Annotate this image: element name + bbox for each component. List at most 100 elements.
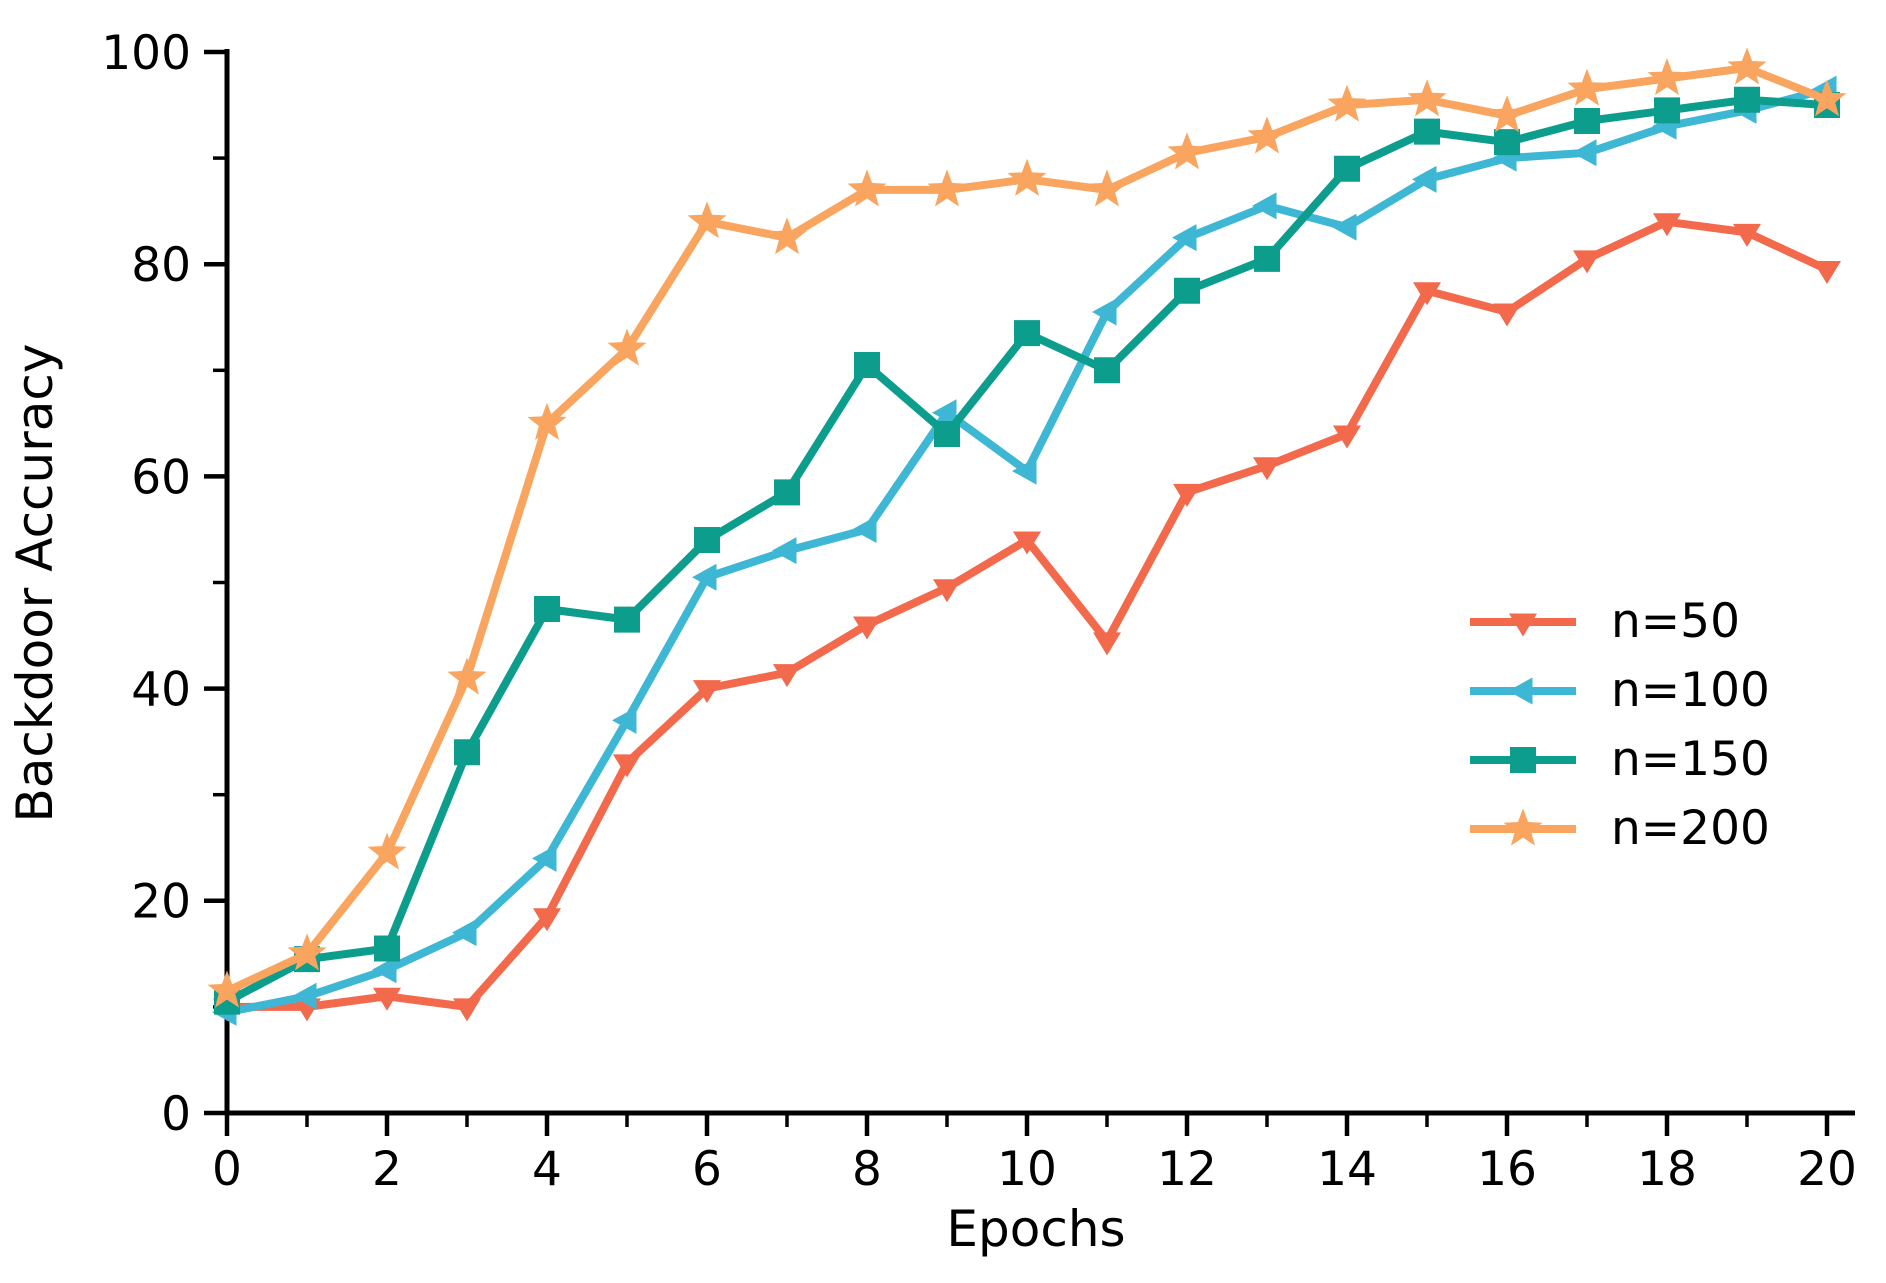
series-marker-n50 bbox=[453, 998, 481, 1022]
x-tick-label: 0 bbox=[212, 1142, 242, 1197]
series-marker-n50 bbox=[773, 664, 801, 688]
series-marker-n200 bbox=[527, 402, 567, 440]
series-marker-n50 bbox=[613, 754, 641, 778]
series-marker-n150 bbox=[774, 479, 800, 506]
series-marker-n50 bbox=[373, 987, 401, 1011]
legend-label-n100: n=100 bbox=[1611, 663, 1770, 718]
series-marker-n200 bbox=[1407, 79, 1447, 117]
y-tick-label: 20 bbox=[131, 875, 191, 930]
series-marker-n50 bbox=[1813, 261, 1841, 285]
series-marker-n150 bbox=[1334, 155, 1360, 182]
legend-marker-glyph bbox=[1508, 677, 1533, 704]
series-marker-n150 bbox=[1254, 245, 1280, 272]
series-marker-n150 bbox=[1414, 118, 1440, 145]
series-marker-n50 bbox=[693, 680, 721, 704]
legend-marker-glyph bbox=[1509, 613, 1537, 636]
y-tick-label: 40 bbox=[131, 663, 191, 718]
series-marker-n150 bbox=[1094, 357, 1120, 384]
series-marker-n150 bbox=[854, 351, 880, 378]
series-marker-n150 bbox=[454, 739, 480, 766]
series-marker-n200 bbox=[1647, 58, 1687, 96]
series-marker-n150 bbox=[1574, 107, 1600, 134]
series-marker-n50 bbox=[1173, 483, 1201, 507]
series-marker-n200 bbox=[287, 933, 327, 971]
x-tick-label: 14 bbox=[1317, 1142, 1377, 1197]
x-tick-label: 18 bbox=[1637, 1142, 1697, 1197]
series-marker-n50 bbox=[1573, 250, 1601, 274]
series-marker-n50 bbox=[1253, 457, 1281, 481]
series-marker-n200 bbox=[847, 169, 887, 207]
series-marker-n100 bbox=[1172, 224, 1197, 252]
legend-label-n50: n=50 bbox=[1611, 594, 1740, 649]
legend: n=50 n=100 n=150 n=200 bbox=[1470, 587, 1770, 863]
series-marker-n100 bbox=[932, 399, 957, 427]
series-marker-n150 bbox=[534, 596, 560, 623]
series-marker-n100 bbox=[1092, 298, 1117, 326]
series-marker-n100 bbox=[852, 515, 877, 543]
series-marker-n100 bbox=[692, 563, 717, 591]
series-marker-n100 bbox=[452, 919, 477, 947]
series-marker-n200 bbox=[1247, 116, 1287, 154]
legend-item-n50: n=50 bbox=[1470, 587, 1770, 656]
series-marker-n200 bbox=[1007, 158, 1047, 196]
series-marker-n50 bbox=[1733, 223, 1761, 247]
series-marker-n150 bbox=[1174, 277, 1200, 304]
series-marker-n200 bbox=[1487, 95, 1527, 133]
x-tick-label: 6 bbox=[692, 1142, 722, 1197]
series-marker-n50 bbox=[1653, 213, 1681, 237]
series-marker-n200 bbox=[687, 201, 727, 239]
series-marker-n200 bbox=[927, 169, 967, 207]
series-marker-n50 bbox=[533, 908, 561, 932]
y-tick-label: 80 bbox=[131, 238, 191, 293]
series-marker-n150 bbox=[1014, 320, 1040, 347]
series-marker-n50 bbox=[1013, 531, 1041, 555]
legend-label-n150: n=150 bbox=[1611, 732, 1770, 787]
series-marker-n200 bbox=[1327, 84, 1367, 122]
series-marker-n200 bbox=[207, 970, 247, 1008]
series-marker-n100 bbox=[612, 706, 637, 734]
series-marker-n100 bbox=[292, 982, 317, 1010]
series-marker-n50 bbox=[933, 579, 961, 603]
series-marker-n100 bbox=[532, 844, 557, 872]
series-marker-n200 bbox=[1087, 169, 1127, 207]
series-marker-n100 bbox=[1012, 457, 1037, 485]
legend-marker-n100 bbox=[1470, 677, 1576, 704]
series-marker-n50 bbox=[1333, 425, 1361, 449]
x-tick-label: 16 bbox=[1477, 1142, 1537, 1197]
series-marker-n150 bbox=[374, 935, 400, 962]
series-marker-n50 bbox=[853, 616, 881, 640]
x-tick-label: 8 bbox=[852, 1142, 882, 1197]
series-marker-n50 bbox=[1493, 303, 1521, 327]
y-tick-label: 100 bbox=[101, 26, 191, 81]
y-axis-label: Backdoor Accuracy bbox=[6, 343, 64, 822]
series-marker-n100 bbox=[1252, 192, 1277, 220]
x-tick-label: 2 bbox=[372, 1142, 402, 1197]
legend-item-n200: n=200 bbox=[1470, 794, 1770, 863]
series-marker-n100 bbox=[372, 956, 397, 984]
legend-marker-n50 bbox=[1470, 613, 1576, 636]
series-marker-n100 bbox=[1332, 213, 1357, 241]
x-tick-label: 10 bbox=[997, 1142, 1057, 1197]
x-axis-label: Epochs bbox=[946, 1200, 1125, 1258]
series-marker-n200 bbox=[607, 328, 647, 366]
series-marker-n150 bbox=[1734, 86, 1760, 113]
legend-marker-glyph bbox=[1510, 746, 1536, 773]
series-marker-n200 bbox=[1727, 47, 1767, 85]
x-tick-label: 12 bbox=[1157, 1142, 1217, 1197]
series-marker-n200 bbox=[767, 217, 807, 255]
legend-marker-glyph bbox=[1503, 808, 1543, 846]
series-marker-n200 bbox=[1807, 79, 1847, 117]
series-marker-n50 bbox=[1413, 282, 1441, 306]
x-tick-label: 4 bbox=[532, 1142, 562, 1197]
legend-marker-n150 bbox=[1470, 746, 1576, 773]
series-marker-n200 bbox=[1167, 132, 1207, 170]
series-marker-n150 bbox=[614, 606, 640, 633]
series-marker-n200 bbox=[1567, 68, 1607, 106]
series-marker-n150 bbox=[1654, 97, 1680, 124]
legend-marker-n200 bbox=[1470, 808, 1576, 846]
series-marker-n50 bbox=[1093, 632, 1121, 656]
legend-item-n150: n=150 bbox=[1470, 725, 1770, 794]
series-marker-n150 bbox=[1494, 129, 1520, 156]
series-marker-n100 bbox=[1572, 139, 1597, 167]
